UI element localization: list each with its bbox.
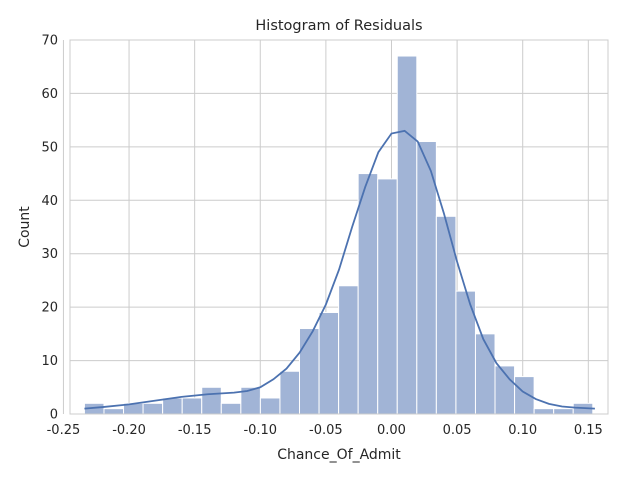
histogram-bar bbox=[357, 173, 379, 415]
histogram-bars bbox=[83, 55, 594, 415]
histogram-bar bbox=[259, 397, 281, 415]
y-tick-labels: 0 10 20 30 40 50 60 70 bbox=[41, 34, 58, 423]
histogram-bar bbox=[299, 328, 320, 415]
histogram-bar bbox=[377, 178, 398, 415]
histogram-bar bbox=[416, 141, 437, 415]
histogram-bar bbox=[279, 370, 301, 415]
histogram-bar bbox=[318, 311, 340, 415]
x-tick-label: -0.05 bbox=[309, 423, 343, 438]
x-tick-label: -0.25 bbox=[47, 423, 81, 438]
histogram-bar bbox=[474, 333, 496, 415]
x-tick-label: -0.10 bbox=[243, 423, 277, 438]
x-axis-label: Chance_Of_Admit bbox=[277, 447, 401, 463]
y-tick-label: 20 bbox=[41, 301, 58, 316]
histogram-bar bbox=[103, 408, 125, 415]
kde-curve bbox=[84, 129, 595, 410]
x-tick-labels: -0.25 -0.20 -0.15 -0.10 -0.05 0.00 0.05 0.10 0.1… bbox=[47, 423, 603, 438]
x-tick-label: 0.05 bbox=[443, 423, 472, 438]
x-tick-label: 0.00 bbox=[377, 423, 406, 438]
histogram-bar bbox=[338, 285, 359, 415]
x-tick-label: -0.20 bbox=[112, 423, 146, 438]
histogram-bar bbox=[142, 402, 164, 415]
y-axis-label: Count bbox=[17, 206, 33, 248]
chart-title: Histogram of Residuals bbox=[255, 18, 422, 34]
histogram-bar bbox=[514, 376, 535, 415]
histogram-bar bbox=[553, 408, 574, 415]
plot-frame bbox=[69, 39, 609, 415]
y-tick-label: 70 bbox=[41, 34, 58, 49]
histogram-bar bbox=[220, 402, 242, 415]
x-tick-label: -0.15 bbox=[178, 423, 212, 438]
y-tick-label: 50 bbox=[41, 140, 58, 155]
histogram-bar bbox=[181, 397, 203, 415]
y-tick-label: 0 bbox=[50, 408, 58, 423]
histogram-bar bbox=[396, 55, 418, 415]
histogram-bar bbox=[533, 408, 555, 415]
y-tick-label: 40 bbox=[41, 194, 58, 209]
x-tick-label: 0.15 bbox=[574, 423, 603, 438]
y-tick-label: 30 bbox=[41, 247, 58, 262]
y-tick-label: 10 bbox=[41, 354, 58, 369]
histogram-bar bbox=[162, 397, 183, 415]
y-tick-label: 60 bbox=[41, 87, 58, 102]
x-tick-label: 0.10 bbox=[508, 423, 537, 438]
histogram-bar bbox=[201, 386, 222, 415]
